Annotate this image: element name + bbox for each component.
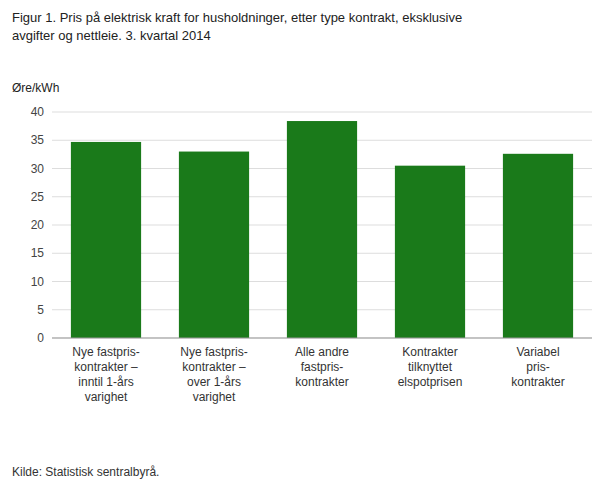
x-tick-label: Nye fastpris-kontrakter –over 1-årsvarig…	[180, 345, 247, 404]
y-axis: 0 5 10 15 20 25 30 35 40	[31, 105, 45, 345]
y-tick-label: 10	[31, 275, 45, 289]
chart: Figur 1. Pris på elektrisk kraft for hus…	[0, 0, 610, 488]
annotation: Kilde: Statistisk sentralbyrå.	[12, 465, 159, 479]
y-tick-label: 35	[31, 133, 45, 147]
grid-line	[52, 112, 592, 113]
bar	[179, 152, 249, 338]
bars	[71, 121, 573, 338]
x-tick-label: Variabelpris-kontrakter	[511, 345, 564, 389]
y-axis-label: Øre/kWh	[12, 81, 59, 95]
bar	[503, 154, 573, 338]
y-tick-label: 30	[31, 162, 45, 176]
x-axis-line	[52, 338, 592, 339]
bar	[71, 142, 141, 338]
x-tick-label: Nye fastpris-kontrakter –inntil 1-årsvar…	[72, 345, 139, 404]
grid	[52, 112, 592, 338]
title: Figur 1. Pris på elektrisk kraft for hus…	[12, 10, 462, 43]
x-tick-label: Kontraktertilknyttetelspotprisen	[398, 345, 463, 389]
x-tick-label: Alle andrefastpris-kontrakter	[295, 345, 349, 389]
y-tick-label: 25	[31, 190, 45, 204]
bar	[287, 121, 357, 338]
y-tick-label: 0	[37, 331, 44, 345]
y-tick-label: 15	[31, 246, 45, 260]
y-tick-label: 20	[31, 218, 45, 232]
y-tick-label: 5	[37, 303, 44, 317]
x-axis: Nye fastpris-kontrakter –inntil 1-årsvar…	[72, 345, 564, 404]
page: {"chart_data": {"type": "bar", "title": …	[0, 0, 610, 488]
grid-line	[52, 338, 592, 339]
bar	[395, 166, 465, 338]
y-tick-label: 40	[31, 105, 45, 119]
chart-container: Figur 1. Pris på elektrisk kraft for hus…	[0, 0, 610, 488]
